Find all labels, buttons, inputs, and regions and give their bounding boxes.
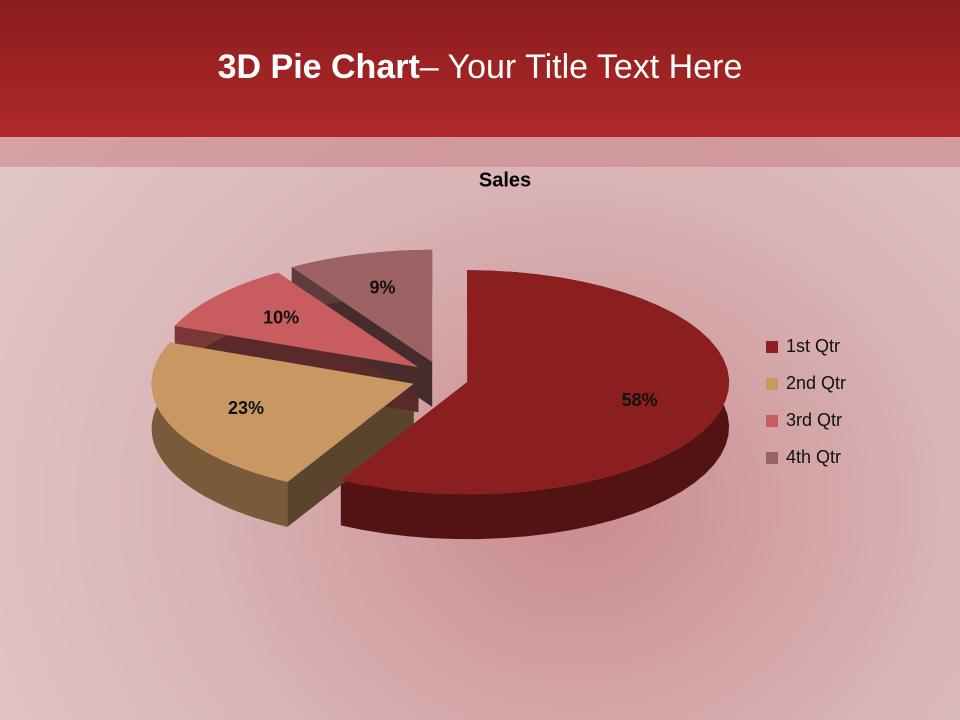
title-bold: 3D Pie Chart [217,48,420,86]
header [0,0,960,137]
pie: 58% 23% 10% 9% [151,249,730,540]
legend-label: 3rd Qtr [786,410,842,430]
data-label: 23% [228,398,264,418]
data-label: 10% [263,307,299,327]
slice-side [151,342,288,527]
legend-label: 1st Qtr [786,336,840,356]
slide-title: 3D Pie Chart– Your Title Text Here [0,48,960,87]
title-rest: – Your Title Text Here [419,48,743,86]
band [0,137,960,167]
slice [174,272,419,368]
slice [291,249,433,362]
chart-title: Sales [479,169,531,191]
legend-swatch [766,452,778,464]
legend-swatch [766,378,778,390]
slice [151,342,414,482]
legend-swatch [766,341,778,353]
data-label: 9% [369,277,395,297]
slice [340,270,730,495]
data-label: 58% [622,390,658,410]
legend-label: 4th Qtr [786,447,841,467]
legend-label: 2nd Qtr [786,373,846,393]
legend-swatch [766,415,778,427]
